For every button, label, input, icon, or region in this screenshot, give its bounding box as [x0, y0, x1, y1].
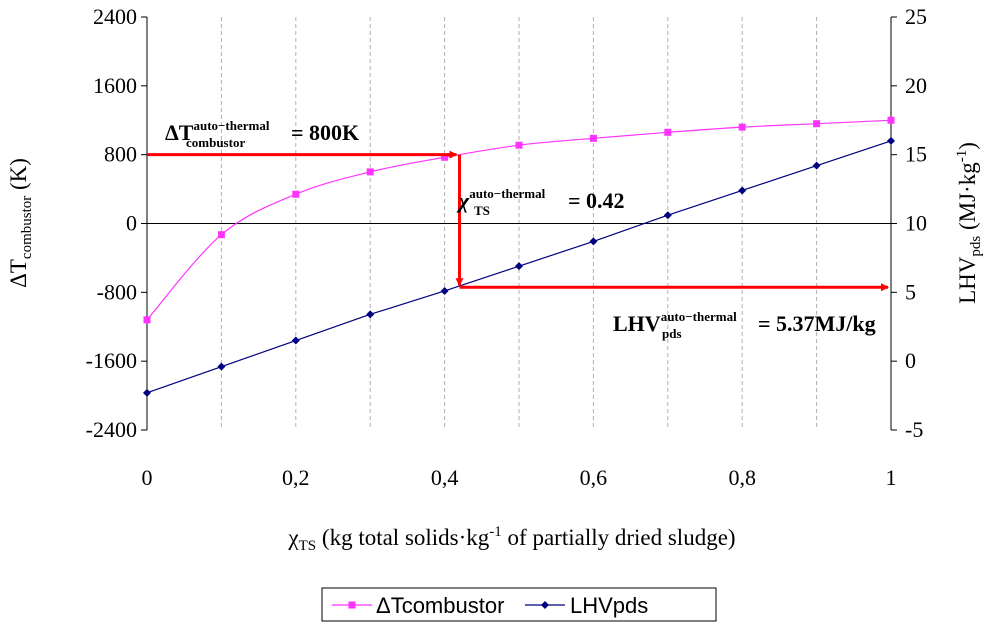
legend-label-lhv: LHVpds — [570, 593, 648, 618]
y-right-tick-label: 15 — [905, 142, 927, 167]
data-point-lhv-pds — [143, 388, 151, 397]
data-point-lhv-pds — [589, 237, 598, 246]
annotation-lhv-auto: LHVauto−thermal pds = 5.37MJ/kg — [613, 309, 876, 341]
y-right-tick-label: -5 — [905, 417, 923, 442]
y-right-tick-label: 5 — [905, 279, 916, 304]
data-point-dt-combustor — [515, 141, 523, 149]
data-point-lhv-pds — [738, 186, 747, 195]
tick-labels: 2400 1600 800 0 -800 -1600 -2400 25 20 15 10 5 0 -5 0 0… — [86, 4, 927, 490]
y-left-tick-label: -800 — [97, 279, 137, 304]
series-layer — [143, 116, 895, 397]
legend-label-dt: ΔTcombustor — [376, 593, 504, 618]
y-right-tick-label: 20 — [905, 73, 927, 98]
data-point-lhv-pds — [440, 286, 449, 295]
legend-marker-dt — [348, 601, 356, 609]
annotation-dt-auto: ΔTauto−thermal combustor = 800K — [165, 118, 359, 150]
y-left-tick-label: 2400 — [93, 4, 137, 29]
legend-box — [321, 587, 717, 622]
data-point-dt-combustor — [366, 168, 374, 176]
data-point-lhv-pds — [812, 161, 821, 170]
y-right-tick-label: 0 — [905, 348, 916, 373]
x-tick-label: 0 — [142, 465, 153, 490]
data-point-dt-combustor — [143, 316, 151, 324]
y-right-tick-label: 10 — [905, 211, 927, 236]
data-point-lhv-pds — [887, 136, 895, 145]
annotation-arrows — [147, 150, 889, 292]
y-left-tick-label: 0 — [126, 211, 137, 236]
y-axis-left-title: ΔTcombustor (K) — [6, 158, 35, 288]
legend: ΔTcombustor LHVpds — [321, 587, 717, 622]
data-point-dt-combustor — [441, 153, 449, 161]
y-right-tick-label: 25 — [905, 4, 927, 29]
x-tick-label: 0,4 — [431, 465, 459, 490]
axes — [141, 16, 897, 431]
x-tick-label: 1 — [886, 465, 897, 490]
data-point-dt-combustor — [738, 123, 746, 131]
data-point-dt-combustor — [292, 190, 300, 198]
data-point-dt-combustor — [217, 231, 225, 239]
data-point-dt-combustor — [887, 116, 895, 124]
legend-marker-lhv — [541, 601, 549, 609]
y-left-tick-label: 1600 — [93, 73, 137, 98]
data-point-lhv-pds — [663, 211, 672, 220]
y-left-tick-label: -1600 — [86, 348, 137, 373]
data-point-dt-combustor — [664, 128, 672, 136]
data-point-lhv-pds — [515, 262, 523, 271]
x-tick-label: 0,6 — [580, 465, 608, 490]
annotation-chi-auto: χauto−thermal TS = 0.42 — [456, 186, 625, 218]
data-point-dt-combustor — [813, 120, 821, 128]
data-point-lhv-pds — [366, 310, 375, 319]
y-left-tick-label: -2400 — [86, 417, 137, 442]
x-axis-title: χTS (kg total solids·kg-1 of partially d… — [287, 524, 735, 554]
y-left-tick-label: 800 — [104, 142, 137, 167]
series-line-dt-combustor — [146, 119, 892, 321]
data-point-dt-combustor — [589, 134, 597, 142]
y-axis-right-title: LHVpds (MJ·kg-1) — [954, 142, 984, 304]
x-tick-label: 0,8 — [728, 465, 756, 490]
data-point-lhv-pds — [291, 336, 300, 345]
data-point-lhv-pds — [217, 362, 226, 371]
x-tick-label: 0,2 — [282, 465, 310, 490]
